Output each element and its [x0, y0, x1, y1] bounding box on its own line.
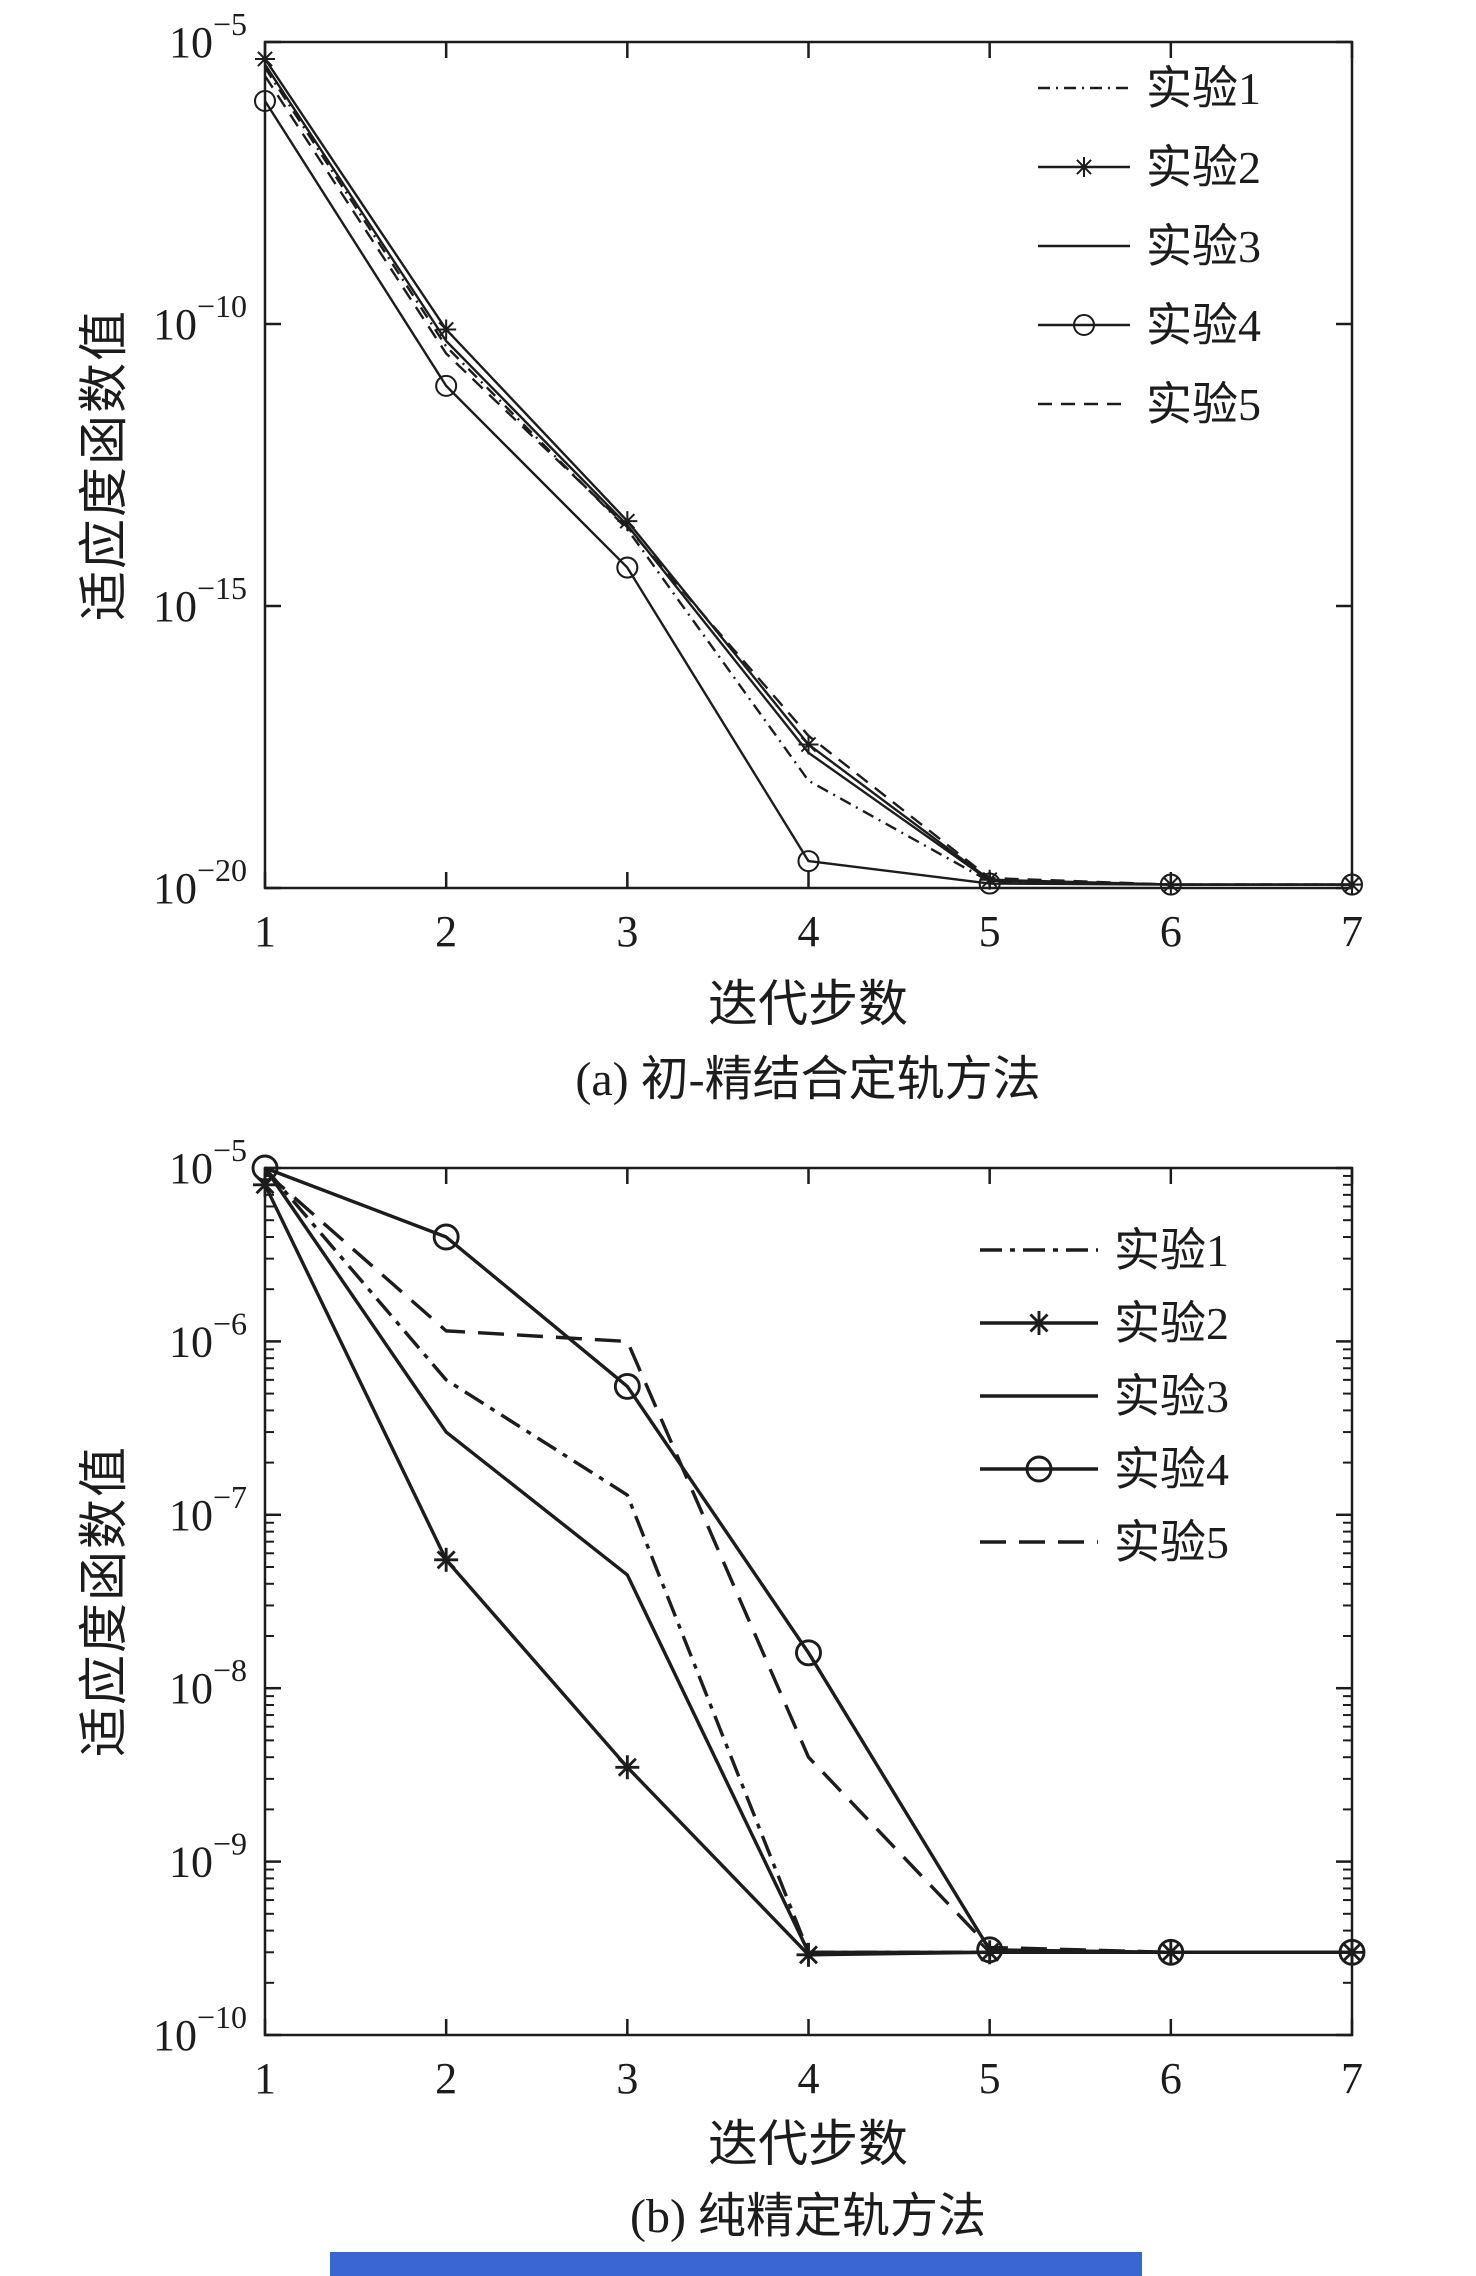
svg-text:6: 6	[1160, 907, 1182, 956]
svg-text:10−5: 10−5	[169, 1132, 247, 1193]
svg-text:实验1: 实验1	[1146, 63, 1261, 114]
svg-text:7: 7	[1341, 907, 1363, 956]
svg-text:10−7: 10−7	[169, 1479, 247, 1540]
svg-text:5: 5	[979, 907, 1001, 956]
svg-text:4: 4	[798, 2054, 820, 2103]
svg-text:实验2: 实验2	[1146, 142, 1261, 193]
svg-text:2: 2	[435, 907, 457, 956]
chart-a-caption: (a) 初-精结合定轨方法	[575, 1053, 1041, 1106]
svg-text:1: 1	[254, 907, 276, 956]
chart-b-y-axis-label: 适应度函数值	[76, 1445, 132, 1757]
chart-b-caption: (b) 纯精定轨方法	[630, 2190, 986, 2243]
svg-text:实验4: 实验4	[1114, 1444, 1229, 1495]
svg-text:10−9: 10−9	[169, 1826, 247, 1887]
svg-text:1: 1	[254, 2054, 276, 2103]
svg-text:实验1: 实验1	[1114, 1225, 1229, 1276]
svg-text:实验3: 实验3	[1114, 1371, 1229, 1422]
svg-text:实验5: 实验5	[1146, 379, 1261, 430]
svg-text:实验5: 实验5	[1114, 1517, 1229, 1568]
svg-text:实验2: 实验2	[1114, 1298, 1229, 1349]
chart-b-x-axis-label: 迭代步数	[708, 2116, 908, 2172]
svg-text:10−10: 10−10	[153, 1999, 247, 2060]
svg-text:3: 3	[616, 907, 638, 956]
svg-text:7: 7	[1341, 2054, 1363, 2103]
svg-text:6: 6	[1160, 2054, 1182, 2103]
svg-text:10−6: 10−6	[169, 1305, 247, 1366]
svg-text:实验4: 实验4	[1146, 300, 1261, 351]
svg-text:10−10: 10−10	[153, 288, 247, 349]
svg-text:4: 4	[798, 907, 820, 956]
bottom-blue-bar	[330, 2252, 1142, 2276]
svg-text:10−8: 10−8	[169, 1652, 247, 1713]
svg-text:3: 3	[616, 2054, 638, 2103]
svg-text:10−20: 10−20	[153, 852, 247, 913]
chart-a-canvas: 1 2 3 4 5 6 7 10−5 10−10 10−15 10−20 实验1 实验2 实验3 实验4 实验…	[153, 6, 1364, 956]
chart-a-y-axis-label: 适应度函数值	[76, 309, 132, 621]
svg-text:10−15: 10−15	[153, 570, 247, 631]
svg-text:2: 2	[435, 2054, 457, 2103]
chart-b-canvas: 1 2 3 4 5 6 7 10−5 10−6 10−7 10−8 10−9 10−10 实验1 实验2 实验…	[153, 1132, 1366, 2103]
svg-text:实验3: 实验3	[1146, 221, 1261, 272]
chart-a-x-axis-label: 迭代步数	[708, 976, 908, 1032]
svg-text:10−5: 10−5	[169, 6, 247, 67]
svg-text:5: 5	[979, 2054, 1001, 2103]
